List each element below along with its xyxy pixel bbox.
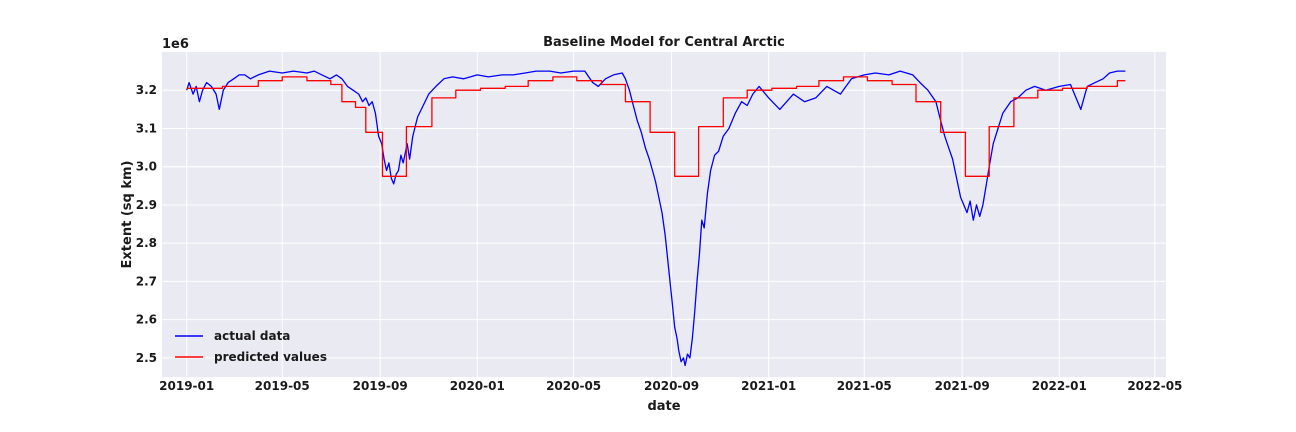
plot-area	[162, 52, 1166, 377]
y-tick-label: 2.5	[136, 351, 157, 365]
y-tick-label: 2.8	[136, 236, 157, 250]
x-tick-label: 2021-09	[935, 379, 990, 393]
x-axis-label: date	[647, 399, 680, 414]
x-tick-label: 2019-01	[159, 379, 214, 393]
y-offset-label: 1e6	[162, 37, 189, 52]
legend-label-actual: actual data	[214, 329, 290, 343]
x-tick-label: 2020-01	[450, 379, 505, 393]
x-grid	[186, 52, 1156, 377]
x-tick-label: 2021-01	[741, 379, 796, 393]
x-tick-label: 2022-05	[1127, 379, 1182, 393]
series-line-predicted-values	[186, 76, 1126, 177]
legend: actual data predicted values	[175, 329, 327, 364]
x-tick-label: 2020-05	[546, 379, 601, 393]
y-tick-label: 3.1	[136, 121, 157, 135]
y-tick-label: 2.7	[136, 274, 157, 288]
x-tick-label: 2019-05	[255, 379, 310, 393]
y-tick-label: 3.0	[136, 160, 157, 174]
y-tick-label: 2.6	[136, 313, 157, 327]
series-layer	[186, 70, 1126, 367]
y-tick-label: 3.2	[136, 83, 157, 97]
y-tick-labels: 2.5 2.6 2.7 2.8 2.9 3.0 3.1 3.2	[136, 83, 157, 365]
y-axis-label: Extent (sq km)	[120, 161, 135, 269]
x-tick-label: 2022-01	[1032, 379, 1087, 393]
legend-label-predicted: predicted values	[214, 350, 327, 364]
series-line-actual-data	[186, 70, 1126, 367]
x-tick-label: 2020-09	[644, 379, 699, 393]
x-tick-labels: 2019-01 2019-05 2019-09 2020-01 2020-05 2020-…	[159, 379, 1182, 393]
x-tick-label: 2021-05	[837, 379, 892, 393]
y-grid	[162, 89, 1166, 359]
y-tick-label: 2.9	[136, 198, 157, 212]
chart-title: Baseline Model for Central Arctic	[543, 35, 785, 50]
x-tick-label: 2019-09	[353, 379, 408, 393]
